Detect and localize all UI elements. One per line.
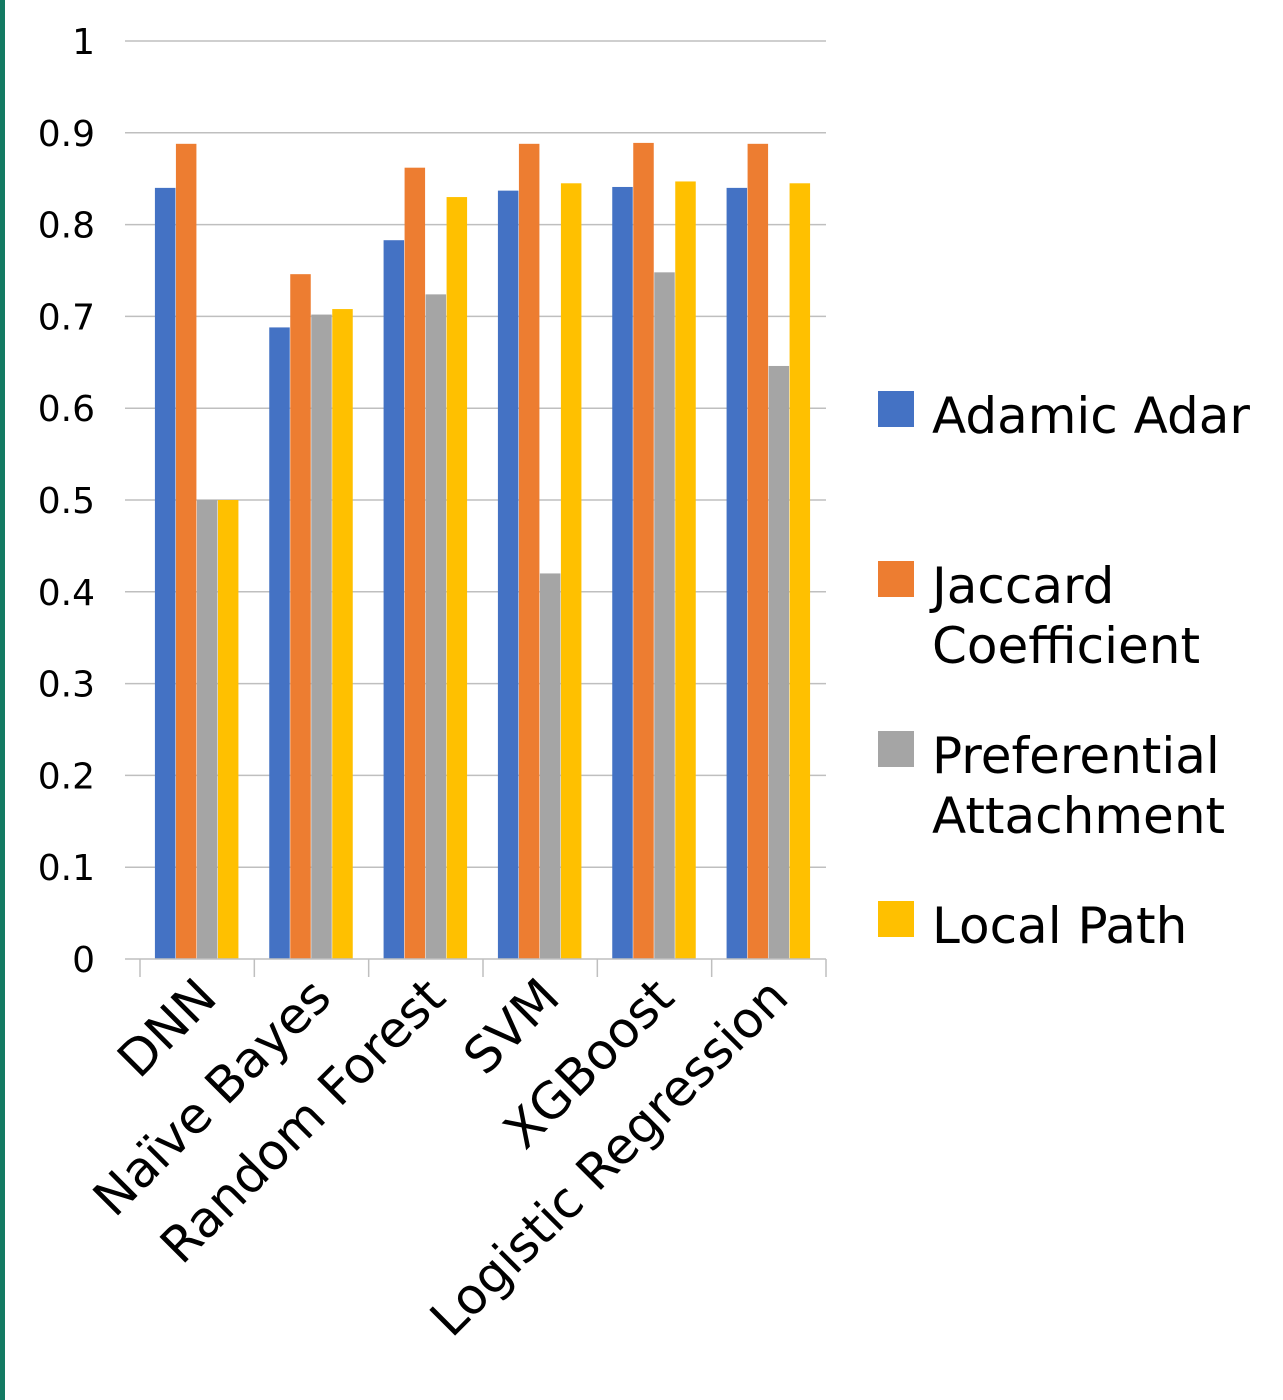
bar-adamic-adar-5: [726, 187, 748, 959]
y-tick-label: 0.5: [38, 481, 95, 522]
bar-local-path-3: [560, 183, 582, 960]
bar-jaccard-coefficient-5: [747, 143, 769, 960]
y-tick-label: 0.4: [38, 573, 95, 614]
bar-preferential-attachment-5: [768, 365, 790, 959]
bar-jaccard-coefficient-4: [633, 142, 654, 959]
bar-local-path-2: [446, 197, 468, 959]
gridlines: [125, 40, 826, 868]
legend-label: Coefficient: [932, 617, 1200, 675]
y-tick-label: 0.7: [38, 297, 95, 338]
legend-swatch: [878, 731, 914, 767]
legend-swatch: [878, 901, 914, 937]
bar-jaccard-coefficient-0: [175, 143, 197, 960]
legend-label: Jaccard: [929, 557, 1114, 615]
bar-local-path-0: [217, 500, 239, 959]
legend-label: Attachment: [932, 787, 1225, 845]
bar-preferential-attachment-1: [311, 314, 332, 960]
bar-adamic-adar-0: [154, 187, 176, 959]
bar-preferential-attachment-3: [539, 573, 561, 959]
bars: [154, 142, 811, 960]
y-axis-ticks: 0 0.1 0.2 0.3 0.4 0.5 0.6 0.7 0.8 0.9 1: [38, 22, 95, 981]
x-axis: [125, 958, 827, 977]
y-tick-label: 0: [72, 940, 95, 981]
legend-label: Local Path: [932, 897, 1187, 955]
left-edge-stripe: [0, 0, 5, 1400]
bar-adamic-adar-1: [269, 327, 290, 959]
y-tick-label: 0.6: [38, 389, 95, 430]
bar-adamic-adar-2: [383, 240, 405, 959]
legend-label: Preferential: [932, 727, 1220, 785]
y-tick-label: 1: [72, 22, 95, 63]
bar-preferential-attachment-4: [654, 272, 675, 959]
bar-local-path-4: [675, 181, 696, 960]
legend-label: Adamic Adar: [932, 387, 1250, 445]
legend-swatch: [878, 391, 914, 427]
y-tick-label: 0.8: [38, 206, 95, 247]
bar-local-path-5: [789, 183, 811, 960]
bar-jaccard-coefficient-2: [404, 167, 426, 959]
y-tick-label: 0.1: [38, 848, 95, 889]
bar-preferential-attachment-2: [425, 294, 447, 959]
y-tick-label: 0.3: [38, 665, 95, 706]
bar-jaccard-coefficient-3: [518, 143, 540, 960]
bar-local-path-1: [332, 309, 353, 959]
bar-preferential-attachment-0: [196, 500, 218, 959]
y-tick-label: 0.9: [38, 114, 95, 155]
y-tick-label: 0.2: [38, 756, 95, 797]
legend-swatch: [878, 561, 914, 597]
bar-jaccard-coefficient-1: [290, 274, 311, 959]
bar-adamic-adar-4: [612, 186, 633, 959]
bar-adamic-adar-3: [497, 190, 519, 959]
